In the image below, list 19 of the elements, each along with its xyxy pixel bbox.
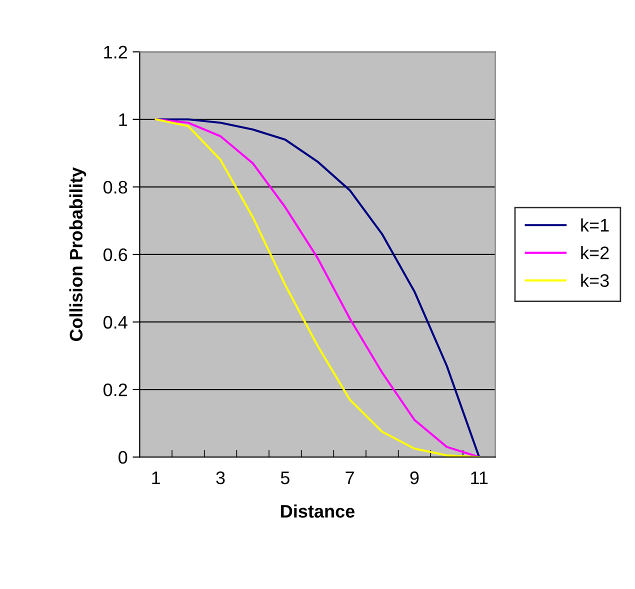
y-tick-label: 0.2 bbox=[104, 383, 127, 396]
legend-label: k=1 bbox=[581, 218, 609, 232]
x-tick-label: 7 bbox=[346, 472, 354, 484]
y-tick-label: 0.6 bbox=[104, 248, 128, 262]
y-tick-label: 0 bbox=[118, 451, 128, 464]
line-series bbox=[154, 118, 480, 458]
legend-label: k=3 bbox=[581, 274, 609, 287]
y-axis-title: Collision Probability bbox=[69, 167, 86, 341]
y-tick-label: 1.2 bbox=[104, 46, 127, 58]
y-tick-label: 1 bbox=[119, 113, 128, 126]
x-tick-label: 11 bbox=[471, 472, 488, 484]
x-tick-label: 9 bbox=[410, 471, 419, 484]
x-tick-label: 5 bbox=[280, 472, 290, 484]
x-tick-label: 1 bbox=[152, 472, 160, 484]
x-axis-title: Distance bbox=[281, 504, 355, 518]
y-tick-label: 0.8 bbox=[104, 180, 128, 194]
x-tick-label: 3 bbox=[216, 471, 225, 484]
y-tick-label: 0.4 bbox=[104, 316, 128, 329]
legend-label: k=2 bbox=[581, 246, 609, 260]
